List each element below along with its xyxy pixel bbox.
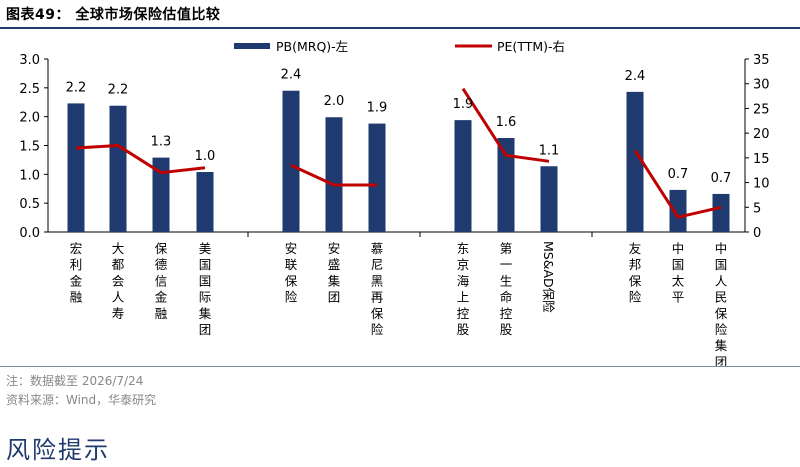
x-category-label: 保德信金融 [155,241,168,321]
legend-swatch-pb [234,43,270,49]
title-rule [0,27,800,29]
bar-pb [454,120,472,232]
y-left-tick-label: 3.0 [19,53,40,68]
x-category-label: 慕尼黑再保险 [371,241,384,337]
y-right-tick-label: 35 [753,53,770,68]
bar-pb [368,123,386,232]
x-category-label: MS&AD保险 [541,241,556,313]
y-right-tick-label: 0 [753,226,761,241]
legend-label-pe: PE(TTM)-右 [497,39,565,54]
line-pe-segment [75,144,206,175]
y-left-tick-label: 2.5 [19,82,40,97]
source-note: 资料来源：Wind，华泰研究 [6,393,157,407]
line-pe-segment [633,149,722,219]
x-category-label: 安盛集团 [328,241,341,305]
data-label-pb: 2.4 [281,68,302,83]
bar-pb [282,90,300,232]
y-right-tick-label: 5 [753,201,761,216]
data-label-pb: 0.7 [711,171,732,186]
data-label-pb: 1.3 [151,135,172,150]
data-label-pb: 1.0 [195,149,216,164]
data-label-pb: 2.0 [324,94,345,109]
line-pe-segment [461,87,550,163]
y-right-tick-label: 30 [753,78,770,93]
data-label-pb: 2.2 [66,80,87,95]
footer-rule [0,366,800,367]
chart: 0.0 0.5 1.0 1.5 2.0 2.5 3.0 0 5 10 15 20 25 30 35 2.2 2.… [19,39,770,366]
x-category-label: 大都会人寿 [112,241,125,321]
bar-pb [626,91,644,232]
legend-label-pb: PB(MRQ)-左 [276,39,348,54]
y-right-tick-label: 25 [753,102,770,117]
x-category-label: 宏利金融 [70,241,83,305]
x-category-label: 东京海上控股 [457,241,470,337]
data-label-pb: 2.2 [108,83,129,98]
data-label-pb: 0.7 [668,167,689,182]
y-left-tick-label: 1.0 [19,168,40,183]
y-left-tick-label: 2.0 [19,111,40,126]
figure-title: 图表49： 全球市场保险估值比较 [6,7,221,23]
bar-pb [540,166,558,232]
y-right-tick-label: 15 [753,152,770,167]
data-label-pb: 1.6 [496,115,517,130]
bar-pb [196,172,214,232]
bar-pb [109,105,127,232]
data-label-pb: 2.4 [625,69,646,84]
line-pe-segment [290,163,377,187]
y-left-tick-label: 1.5 [19,140,40,155]
x-category-label: 美国国际集团 [199,241,212,337]
data-label-pb: 1.1 [539,143,560,158]
bar-pb [497,138,515,232]
bar-pb [325,117,343,232]
y-right-tick-label: 20 [753,127,770,142]
data-label-pb: 1.9 [453,97,474,112]
x-category-label: 安联保险 [285,241,298,305]
x-category-label: 友邦保险 [629,241,642,305]
bar-pb [67,103,85,232]
data-note: 注：数据截至 2026/7/24 [6,374,144,388]
x-category-label: 第一生命控股 [500,241,513,337]
data-label-pb: 1.9 [367,101,388,116]
x-category-label: 中国太平 [672,241,685,305]
x-category-label: 中国人民保险集团 [715,241,728,366]
bar-pb [712,193,730,232]
y-left-tick-label: 0.0 [19,226,40,241]
section-heading: 风险提示 [6,436,110,464]
y-left-tick-label: 0.5 [19,197,40,212]
y-right-tick-label: 10 [753,177,770,192]
bar-pb [669,189,687,232]
bar-pb [152,157,170,232]
